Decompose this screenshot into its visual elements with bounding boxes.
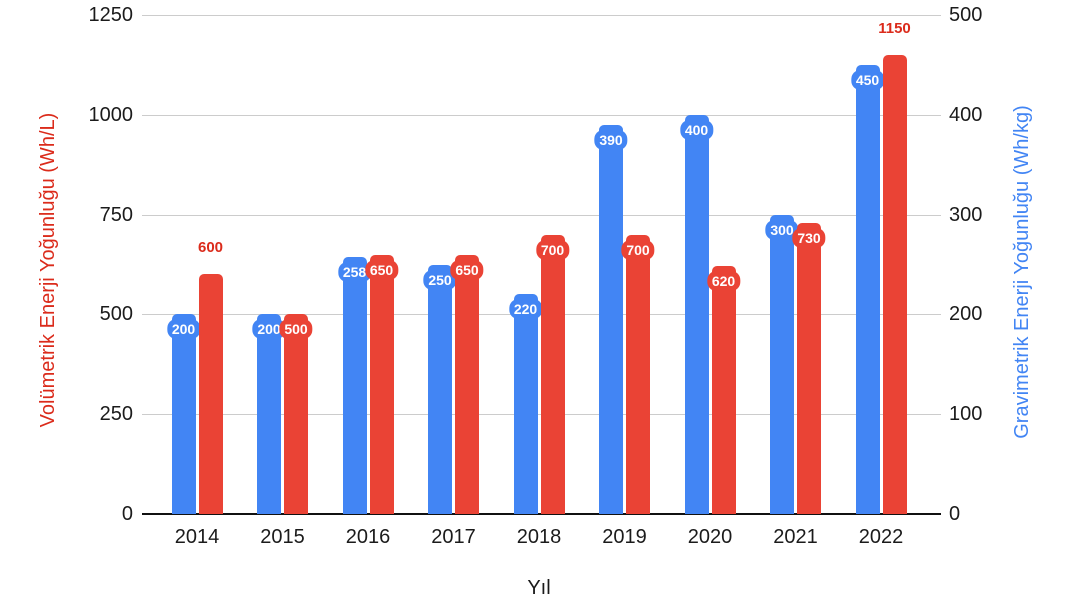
- bar-gravimetric-2022: [855, 64, 880, 514]
- bar-gravimetric-2018: [513, 294, 538, 514]
- bar-volumetric-2018: [540, 234, 565, 514]
- bar-value-label: 390: [594, 129, 628, 150]
- gridline: [142, 15, 941, 16]
- bar-volumetric-2014: [198, 274, 223, 514]
- gridline: [142, 114, 941, 116]
- left-axis-tick-label: 0: [121, 503, 133, 525]
- x-tick-label: 2015: [260, 526, 305, 548]
- bar-value-label: 650: [450, 259, 484, 280]
- bar-value-label: 300: [765, 219, 799, 240]
- bar-value-label: 730: [792, 227, 826, 248]
- bar-value-label: 258: [337, 261, 372, 282]
- x-axis-title: Yıl: [527, 577, 551, 599]
- bar-gravimetric-2020: [684, 114, 709, 514]
- x-tick-label: 2019: [602, 526, 647, 548]
- bar-value-label: 700: [535, 239, 570, 260]
- bar-value-label: 400: [679, 119, 714, 140]
- bar-volumetric-2016: [369, 254, 394, 514]
- bar-volumetric-2017: [455, 254, 479, 514]
- x-tick-label: 2018: [516, 526, 562, 548]
- bar-value-label: 250: [423, 269, 457, 290]
- bar-value-label: 500: [279, 319, 313, 340]
- bar-gravimetric-2014: [171, 314, 196, 514]
- bar-value-label: 220: [508, 299, 543, 320]
- bar-value-label: 200: [252, 319, 286, 340]
- left-axis-tick-label: 1000: [88, 103, 134, 126]
- bar-volumetric-2019: [626, 234, 650, 514]
- bar-volumetric-2020: [711, 266, 736, 514]
- bar-value-label: 620: [706, 271, 741, 292]
- gridline: [142, 214, 941, 216]
- bar-gravimetric-2015: [257, 314, 281, 514]
- right-axis-title: Gravimetrik Enerji Yoğunluğu (Wh/kg): [1011, 105, 1033, 439]
- bar-gravimetric-2016: [342, 256, 367, 514]
- left-axis-title: Volümetrik Enerji Yoğunluğu (Wh/L): [37, 112, 59, 428]
- bar-value-label: 600: [197, 239, 224, 257]
- right-axis-tick-label: 100: [949, 403, 983, 426]
- bar-value-label: 200: [166, 319, 201, 340]
- x-tick-label: 2016: [345, 526, 391, 548]
- bar-gravimetric-2021: [770, 214, 794, 514]
- x-tick-label: 2014: [174, 526, 220, 548]
- bar-value-label: 650: [364, 259, 399, 280]
- left-axis-tick-label: 750: [99, 203, 133, 226]
- right-axis-tick-label: 200: [949, 303, 983, 326]
- right-axis-tick-label: 400: [949, 103, 983, 126]
- bar-volumetric-2015: [284, 314, 308, 514]
- right-axis-tick-label: 500: [949, 4, 983, 26]
- left-axis-tick-label: 1250: [88, 4, 134, 26]
- bar-volumetric-2022: [882, 54, 907, 514]
- bar-value-label: 700: [621, 239, 655, 260]
- left-axis-tick-label: 500: [99, 303, 133, 326]
- left-axis-tick-label: 250: [99, 403, 133, 426]
- bar-gravimetric-2017: [428, 264, 452, 514]
- x-tick-label: 2017: [431, 526, 476, 548]
- x-tick-label: 2020: [687, 526, 733, 548]
- x-axis-line: [142, 513, 941, 515]
- bar-value-label: 1150: [878, 19, 911, 37]
- bar-value-label: 450: [850, 69, 885, 90]
- x-tick-label: 2021: [773, 526, 818, 548]
- right-axis-tick-label: 300: [949, 203, 983, 226]
- bar-volumetric-2021: [797, 222, 821, 514]
- x-tick-label: 2022: [858, 526, 904, 548]
- right-axis-tick-label: 0: [949, 503, 961, 525]
- bar-gravimetric-2019: [599, 124, 623, 514]
